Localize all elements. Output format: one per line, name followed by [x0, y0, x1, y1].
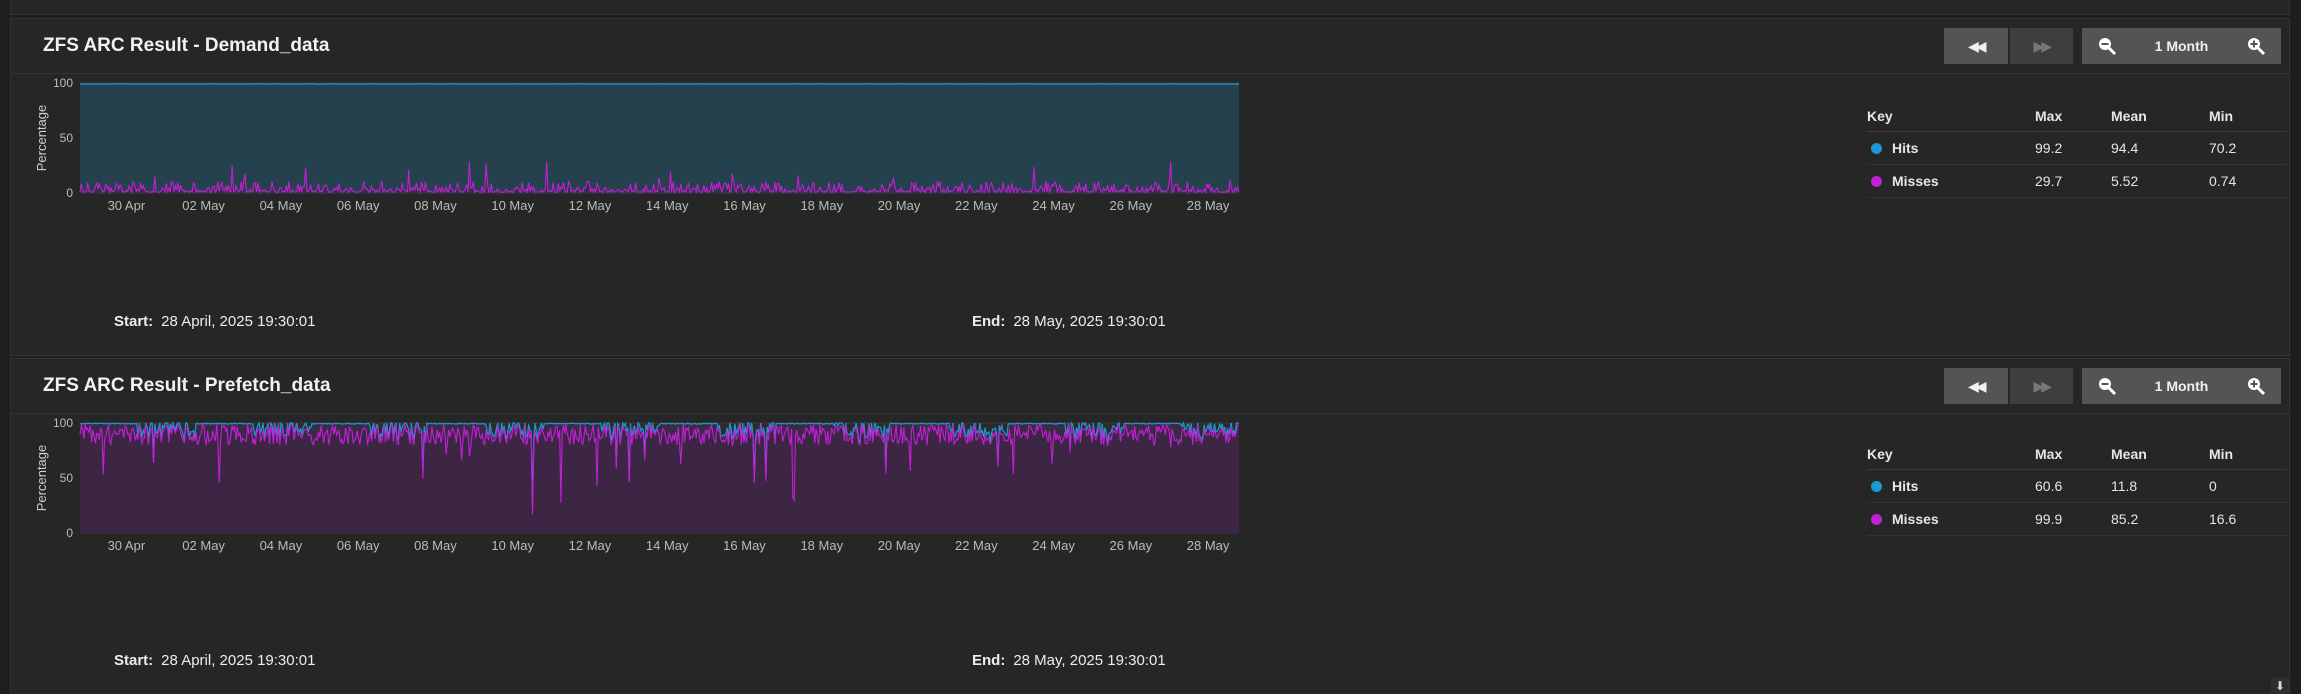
- x-tick-label: 24 May: [1032, 538, 1075, 553]
- x-tick-label: 30 Apr: [108, 198, 146, 213]
- y-tick-label: 0: [66, 186, 73, 200]
- rewind-button[interactable]: ◀◀: [1944, 28, 2008, 64]
- legend-row-misses[interactable]: Misses 29.7 5.52 0.74: [1867, 165, 2287, 198]
- card-title: ZFS ARC Result - Demand_data: [43, 35, 330, 56]
- x-tick-label: 18 May: [800, 538, 843, 553]
- x-tick-label: 12 May: [569, 538, 612, 553]
- zoom-out-button[interactable]: [2082, 28, 2132, 64]
- fast-forward-button[interactable]: ▶▶: [2009, 368, 2073, 404]
- y-tick-label: 100: [53, 76, 73, 90]
- hits-series-line: [79, 420, 1239, 507]
- misses-dot-icon: [1871, 175, 1882, 187]
- x-tick-label: 06 May: [337, 198, 380, 213]
- demand-data-card: ZFS ARC Result - Demand_data ◀◀ ▶▶ 1 Mon…: [10, 18, 2290, 356]
- x-tick-label: 18 May: [800, 198, 843, 213]
- y-axis-label: Percentage: [34, 445, 49, 512]
- prefetch-data-chart: 30 Apr 02 May 04 May 06 May 08 May 10 May 12 M…: [34, 416, 1240, 553]
- x-tick-label: 10 May: [491, 198, 534, 213]
- time-nav-group: ◀◀ ▶▶: [1944, 28, 2073, 64]
- previous-card-edge: [10, 0, 2290, 15]
- fast-forward-icon: ▶▶: [2033, 37, 2051, 54]
- misses-dot-icon: [1871, 513, 1882, 525]
- start-time: Start: 28 April, 2025 19:30:01: [114, 313, 316, 330]
- legend-header: Key Max Mean Min: [1867, 101, 2287, 132]
- x-tick-label: 14 May: [646, 538, 689, 553]
- y-tick-label: 50: [60, 471, 74, 485]
- zoom-in-button[interactable]: [2231, 368, 2281, 404]
- legend-row-hits[interactable]: Hits 60.6 11.8 0: [1867, 470, 2287, 503]
- zoom-group: 1 Month: [2082, 28, 2281, 64]
- hits-dot-icon: [1871, 142, 1882, 154]
- card-header: ZFS ARC Result - Demand_data ◀◀ ▶▶ 1 Mon…: [11, 19, 2289, 74]
- y-tick-label: 0: [66, 526, 73, 540]
- hits-area: [80, 83, 1239, 193]
- time-nav-group: ◀◀ ▶▶: [1944, 368, 2073, 404]
- x-tick-label: 16 May: [723, 538, 766, 553]
- x-tick-label: 06 May: [337, 538, 380, 553]
- zoom-level-label: 1 Month: [2154, 378, 2209, 394]
- hits-dot-icon: [1871, 480, 1882, 492]
- x-tick-label: 16 May: [723, 198, 766, 213]
- zoom-out-button[interactable]: [2082, 368, 2132, 404]
- y-axis-label: Percentage: [34, 105, 49, 172]
- zoom-in-icon: [2248, 378, 2266, 396]
- rewind-button[interactable]: ◀◀: [1944, 368, 2008, 404]
- zoom-out-icon: [2099, 38, 2117, 56]
- zoom-in-icon: [2248, 38, 2266, 56]
- rewind-icon: ◀◀: [1967, 37, 1986, 54]
- x-tick-label: 26 May: [1110, 538, 1153, 553]
- x-tick-label: 22 May: [955, 198, 998, 213]
- x-tick-label: 08 May: [414, 538, 457, 553]
- legend-header: Key Max Mean Min: [1867, 439, 2287, 470]
- end-time: End: 28 May, 2025 19:30:01: [972, 652, 1166, 669]
- x-tick-label: 10 May: [491, 538, 534, 553]
- x-tick-label: 14 May: [646, 198, 689, 213]
- legend-row-misses[interactable]: Misses 99.9 85.2 16.6: [1867, 503, 2287, 536]
- y-tick-label: 100: [53, 416, 73, 430]
- fast-forward-button[interactable]: ▶▶: [2009, 28, 2073, 64]
- x-tick-label: 30 Apr: [108, 538, 146, 553]
- x-tick-label: 28 May: [1187, 538, 1230, 553]
- x-tick-label: 02 May: [182, 538, 225, 553]
- x-tick-label: 04 May: [260, 538, 303, 553]
- legend-table: Key Max Mean Min Hits 99.2 94.4 70.2 Mis…: [1867, 101, 2287, 198]
- misses-series-line: [79, 422, 1240, 515]
- card-header: ZFS ARC Result - Prefetch_data ◀◀ ▶▶ 1 M…: [11, 359, 2289, 414]
- x-tick-label: 04 May: [260, 198, 303, 213]
- end-time: End: 28 May, 2025 19:30:01: [972, 313, 1166, 330]
- x-tick-label: 20 May: [878, 198, 921, 213]
- x-tick-label: 08 May: [414, 198, 457, 213]
- x-tick-label: 02 May: [182, 198, 225, 213]
- zoom-in-button[interactable]: [2231, 28, 2281, 64]
- x-tick-label: 12 May: [569, 198, 612, 213]
- fast-forward-icon: ▶▶: [2033, 377, 2051, 394]
- x-tick-label: 28 May: [1187, 198, 1230, 213]
- x-tick-label: 26 May: [1110, 198, 1153, 213]
- zoom-level-label: 1 Month: [2154, 38, 2209, 54]
- prefetch-data-card: ZFS ARC Result - Prefetch_data ◀◀ ▶▶ 1 M…: [10, 358, 2290, 694]
- demand-data-chart: 30 Apr 02 May 04 May 06 May 08 May 10 May 12 M…: [34, 76, 1240, 213]
- zoom-out-icon: [2099, 378, 2117, 396]
- card-title: ZFS ARC Result - Prefetch_data: [43, 375, 331, 396]
- legend-row-hits[interactable]: Hits 99.2 94.4 70.2: [1867, 132, 2287, 165]
- zoom-group: 1 Month: [2082, 368, 2281, 404]
- start-time: Start: 28 April, 2025 19:30:01: [114, 652, 316, 669]
- x-tick-label: 24 May: [1032, 198, 1075, 213]
- misses-area: [80, 424, 1239, 533]
- x-tick-label: 22 May: [955, 538, 998, 553]
- legend-table: Key Max Mean Min Hits 60.6 11.8 0 Misses…: [1867, 439, 2287, 536]
- rewind-icon: ◀◀: [1967, 377, 1986, 394]
- resize-handle-icon[interactable]: ⬇: [2271, 677, 2289, 694]
- misses-series-line: [79, 161, 1240, 195]
- y-tick-label: 50: [60, 131, 74, 145]
- x-tick-label: 20 May: [878, 538, 921, 553]
